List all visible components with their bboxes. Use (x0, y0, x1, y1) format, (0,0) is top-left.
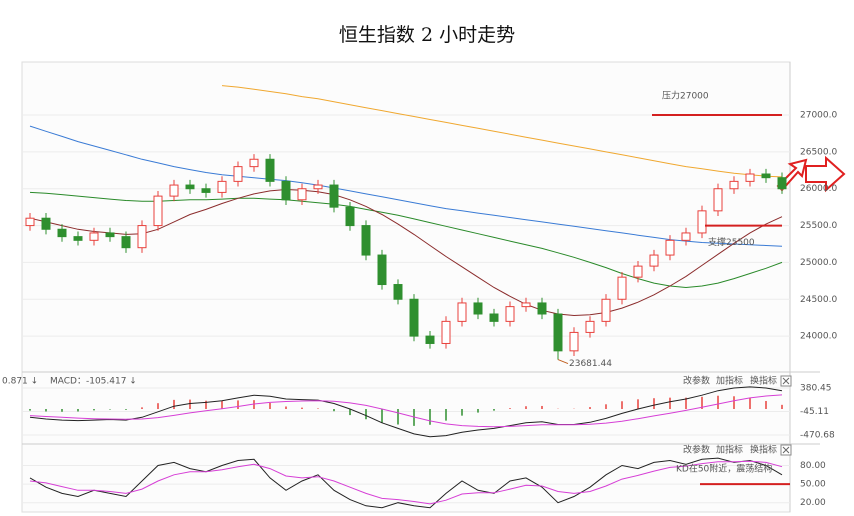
candle-body (25, 217, 35, 227)
candle-body (73, 236, 83, 241)
close-icon (782, 377, 790, 385)
candle-body (409, 298, 419, 337)
legend-text: MACD：-105.417 ↓ (50, 377, 137, 387)
candle-body (265, 158, 275, 182)
candle-body (729, 180, 739, 190)
low-pointer (557, 359, 569, 365)
line-series (29, 386, 783, 438)
candle-body (313, 184, 323, 190)
line-series (29, 457, 783, 509)
y-tick-label: 24500.0 (800, 295, 837, 305)
toolbar-button[interactable]: 换指标 (750, 375, 777, 387)
candle-body (649, 254, 659, 267)
candle-body (249, 158, 259, 168)
candle-body (297, 188, 307, 201)
candle-body (345, 206, 355, 227)
annotation: 压力27000 (662, 90, 709, 102)
toolbar-button[interactable]: 加指标 (716, 444, 743, 456)
candle-body (233, 166, 243, 182)
line-series (29, 188, 783, 317)
y-tick-label: 26500.0 (800, 147, 837, 157)
candle-body (105, 232, 115, 238)
y-tick-label: -470.68 (800, 431, 835, 441)
candle-body (745, 173, 755, 182)
chart-title: 恒生指数 2 小时走势 (339, 24, 515, 46)
candle-body (281, 180, 291, 201)
candle-body (473, 302, 483, 315)
arrow-icon (805, 155, 846, 193)
candle-body (761, 173, 771, 179)
y-tick-label: 380.45 (800, 383, 832, 393)
candle-body (713, 188, 723, 212)
candle-body (329, 184, 339, 208)
candle-body (569, 331, 579, 352)
candle-body (185, 184, 195, 190)
line-series (29, 394, 783, 428)
candle-body (121, 236, 131, 249)
y-tick-label: 27000.0 (800, 111, 837, 121)
line-series (221, 85, 783, 178)
toolbar-button[interactable]: 改参数 (683, 375, 710, 387)
toolbar-button[interactable]: 换指标 (750, 444, 777, 456)
candle-body (553, 313, 563, 352)
candle-body (505, 306, 515, 322)
low-label: 23681.44 (569, 359, 612, 369)
candle-body (665, 239, 675, 256)
candle-body (425, 335, 435, 344)
candle-body (457, 302, 467, 322)
line-series (29, 460, 783, 505)
candle-body (377, 254, 387, 286)
plot-area (21, 61, 791, 513)
candle-body (633, 265, 643, 278)
toolbar-button[interactable]: 改参数 (683, 444, 710, 456)
candle-body (41, 217, 51, 230)
candle-body (537, 302, 547, 315)
y-tick-label: 20.00 (800, 498, 826, 508)
candle-body (201, 188, 211, 193)
legend-text: 0.871 ↓ (2, 377, 38, 387)
y-tick-label: 25000.0 (800, 258, 837, 268)
y-tick-label: 80.00 (800, 461, 826, 471)
candle-body (217, 180, 227, 193)
toolbar-button[interactable]: 加指标 (716, 375, 743, 387)
y-tick-label: 24000.0 (800, 332, 837, 342)
y-tick-label: 26000.0 (800, 184, 837, 194)
annotation: KD在50附近，震荡结构 (676, 463, 772, 475)
candle-body (777, 177, 787, 190)
line-series (29, 125, 783, 247)
candle-body (393, 284, 403, 300)
candle-body (585, 320, 595, 333)
candle-body (441, 320, 451, 344)
candle-body (601, 298, 611, 322)
candle-body (521, 302, 531, 308)
close-icon (782, 446, 790, 454)
candle-body (681, 232, 691, 241)
candle-body (153, 195, 163, 227)
candle-body (57, 228, 67, 238)
candle-body (617, 276, 627, 300)
candle-body (361, 225, 371, 256)
candle-body (489, 313, 499, 322)
candle-body (169, 184, 179, 197)
candle-body (697, 210, 707, 234)
y-tick-label: -45.11 (800, 407, 829, 417)
y-tick-label: 25500.0 (800, 221, 837, 231)
y-tick-label: 50.00 (800, 480, 826, 490)
candle-body (137, 225, 147, 249)
annotation: 支撑25500 (708, 236, 755, 248)
candle-body (89, 232, 99, 241)
